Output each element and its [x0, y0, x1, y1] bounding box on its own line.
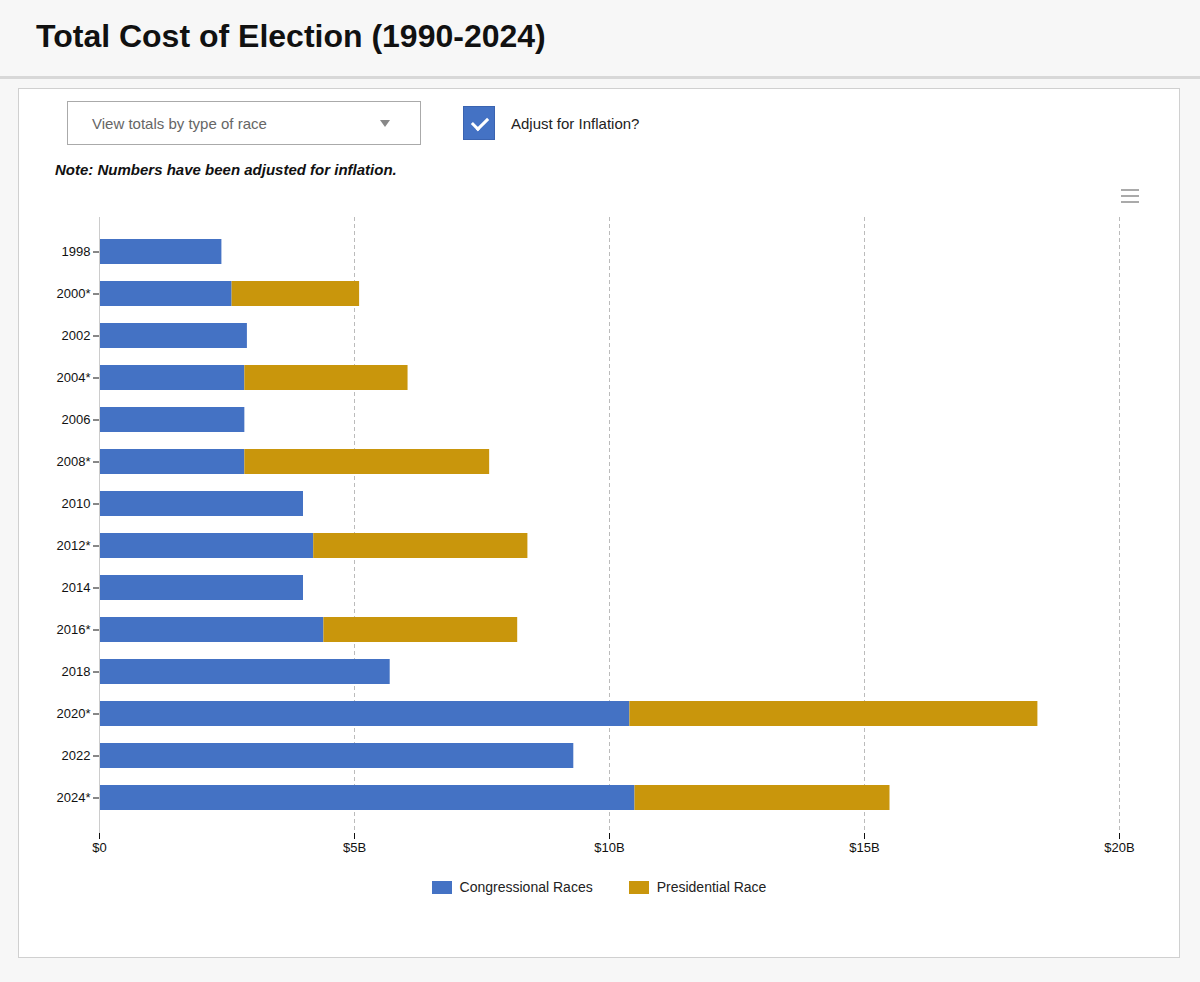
- svg-text:2002: 2002: [62, 328, 91, 343]
- svg-text:$15B: $15B: [849, 840, 879, 855]
- svg-text:2018: 2018: [62, 664, 91, 679]
- svg-text:2020*: 2020*: [57, 706, 91, 721]
- svg-text:2016*: 2016*: [57, 622, 91, 637]
- svg-text:2024*: 2024*: [57, 790, 91, 805]
- svg-text:$0: $0: [92, 840, 106, 855]
- svg-text:$20B: $20B: [1104, 840, 1134, 855]
- html-text:Adjust for Inflation?: Adjust for Inflation?: [511, 114, 640, 132]
- svg-text:2010: 2010: [62, 496, 91, 511]
- svg-text:$10B: $10B: [594, 840, 624, 855]
- svg-text:2006: 2006: [62, 412, 91, 427]
- html-text:View totals by type of race: View totals by type of race: [92, 114, 267, 132]
- html-text:Note: Numbers have been adjust: Note: Numbers have been adjusted for inf…: [55, 161, 397, 178]
- svg-text:2008*: 2008*: [57, 454, 91, 469]
- svg-text:2014: 2014: [62, 580, 91, 595]
- svg-text:2000*: 2000*: [57, 286, 91, 301]
- svg-text:2004*: 2004*: [57, 370, 91, 385]
- html-text:Congressional Races: Congressional Races: [459, 879, 593, 895]
- svg-text:$5B: $5B: [343, 840, 366, 855]
- svg-text:2012*: 2012*: [57, 538, 91, 553]
- svg-text:2022: 2022: [62, 748, 91, 763]
- html-text:Presidential Race: Presidential Race: [656, 879, 767, 895]
- svg-text:1998: 1998: [62, 244, 91, 259]
- html-text:Total Cost of Election (1990-2: Total Cost of Election (1990-2024): [36, 18, 546, 54]
